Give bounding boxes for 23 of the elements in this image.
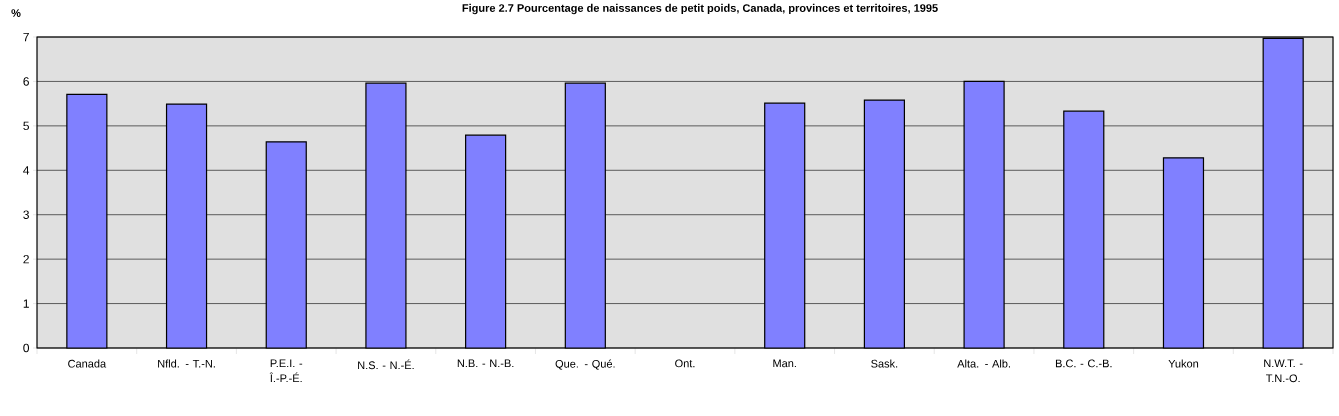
x-tick-label: Nfld. - T.-N. [158,359,215,368]
x-tick-label: Que. - Qué. [555,359,615,370]
y-tick-label: 2 [23,254,29,264]
y-tick-label: 0 [23,343,30,353]
x-tick-label: Ont. [675,359,695,368]
y-tick-label: 1 [23,299,29,308]
x-tick-label: P.E.I. - Î.-P.-É. [269,359,303,383]
x-tick-label: Yukon [1168,359,1199,368]
y-tick-label: 4 [23,166,30,175]
chart-title: Figure 2.7 Pourcentage de naissances de petit poids, Canada, provinces et territoires, 1995 [462,3,938,15]
y-tick-label: 3 [23,210,29,219]
x-tick-label: N.B. - N.-B. [457,359,514,368]
y-tick-label: 5 [23,121,29,131]
x-tick-label: B.C. - C.-B. [1055,359,1112,368]
x-tick-label: Alta. - Alb. [957,359,1010,368]
x-tick-label: N.S. - N.-É. [358,359,414,370]
x-tick-label: N.W.T. - T.N.-O. [1264,359,1303,383]
y-tick-label: 6 [23,77,29,86]
y-tick-label: 7 [23,32,29,42]
x-tick-label: Man. [773,359,796,368]
y-axis-title: % [11,9,21,17]
x-tick-label: Canada [68,359,107,368]
x-tick-label: Sask. [871,359,898,368]
